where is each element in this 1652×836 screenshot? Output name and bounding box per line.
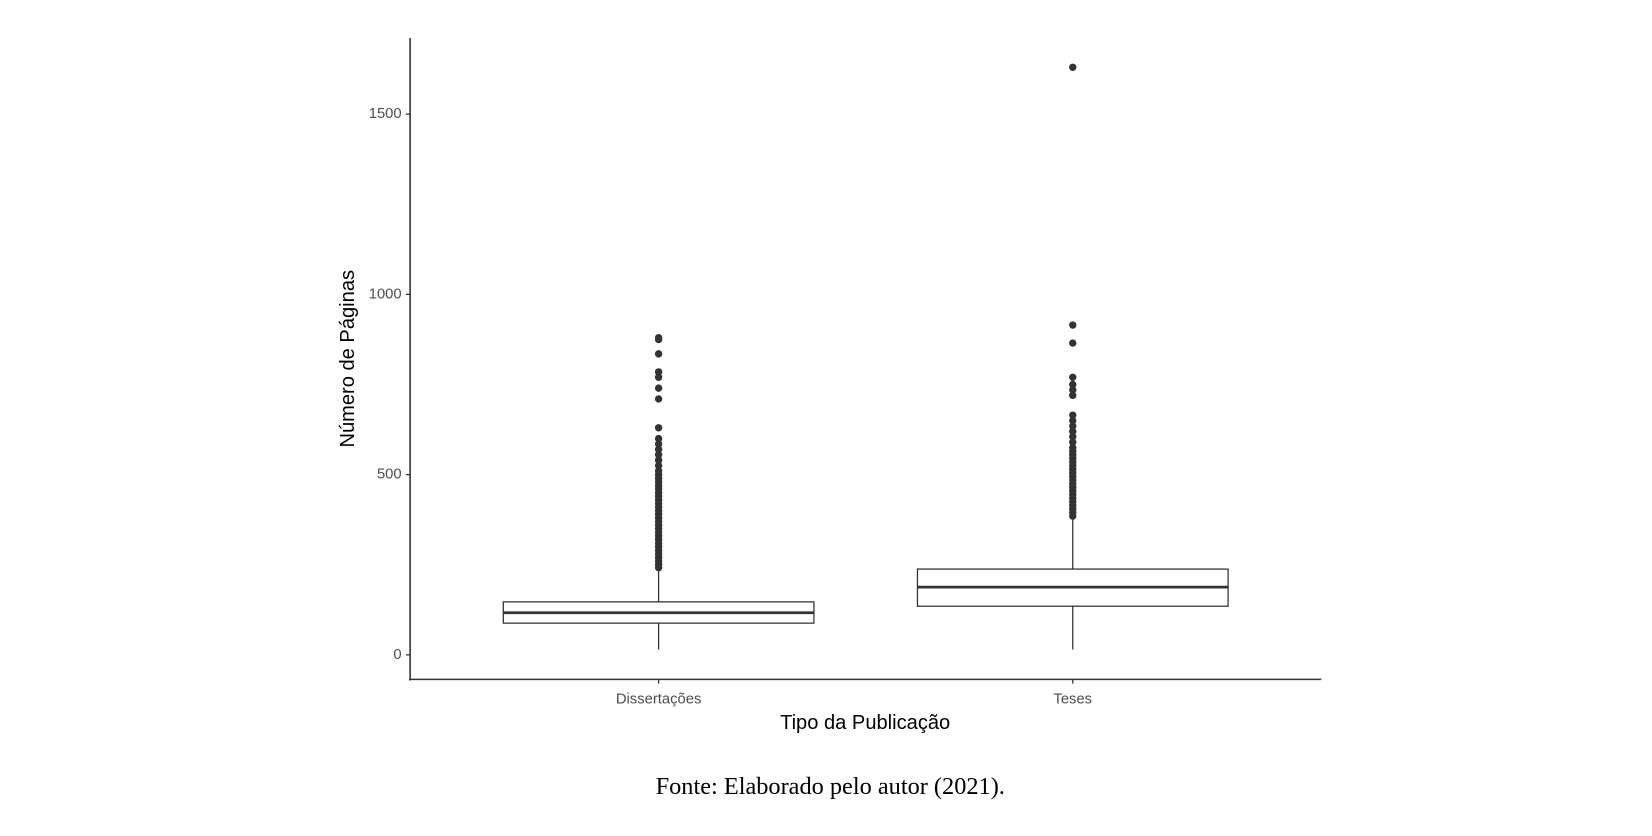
outlier: [654, 451, 663, 459]
outlier: [1069, 427, 1077, 436]
outlier: [1069, 411, 1077, 419]
outlier: [654, 373, 663, 382]
outlier: [1069, 380, 1077, 389]
outlier: [1069, 443, 1077, 452]
outlier: [654, 333, 663, 342]
outlier: [1069, 373, 1077, 382]
outlier: [654, 467, 663, 475]
outlier: [1069, 433, 1077, 441]
y-tick-label: 1500: [369, 106, 402, 122]
y-tick-label: 1000: [369, 286, 402, 302]
caption: Fonte: Elaborado pelo autor (2021).: [656, 773, 1005, 800]
outlier: [654, 461, 663, 470]
outlier: [1069, 391, 1077, 400]
outlier: [654, 368, 663, 376]
outlier: [654, 456, 663, 464]
x-axis-title: Tipo da Publicação: [780, 712, 950, 734]
outlier: [654, 384, 663, 392]
outlier: [1069, 416, 1077, 425]
outlier: [654, 350, 663, 358]
outlier: [1069, 386, 1077, 394]
outlier: [1069, 339, 1077, 347]
y-tick-label: 0: [393, 647, 401, 663]
y-tick-label: 500: [377, 467, 402, 483]
outlier: [654, 395, 663, 403]
x-tick-label: Dissertações: [616, 691, 702, 707]
outlier: [654, 424, 663, 432]
outlier: [654, 434, 663, 443]
outlier: [1069, 321, 1077, 329]
outlier: [1069, 438, 1077, 446]
outlier: [654, 440, 663, 448]
y-axis-title: Número de Páginas: [337, 270, 359, 448]
x-tick-label: Teses: [1053, 691, 1092, 707]
outlier: [654, 445, 663, 454]
outlier: [1069, 63, 1077, 71]
outlier: [1069, 422, 1077, 430]
